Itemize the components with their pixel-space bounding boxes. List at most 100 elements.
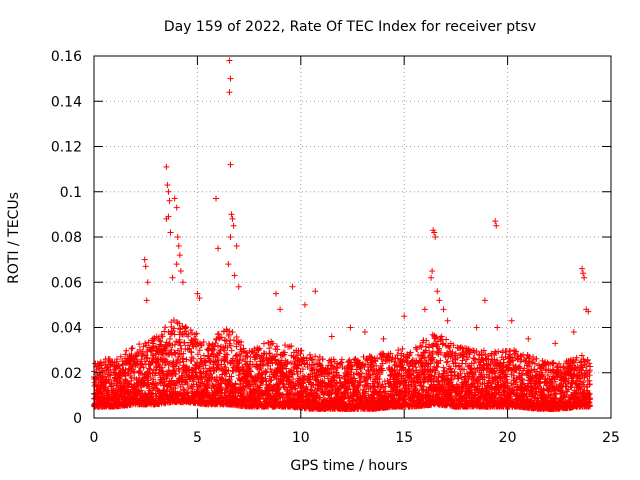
data-point (180, 362, 187, 369)
data-point (159, 333, 166, 340)
data-point (144, 355, 151, 362)
data-point (175, 354, 182, 361)
data-point (193, 330, 200, 337)
data-point (150, 376, 157, 383)
data-point (218, 380, 225, 387)
data-point (211, 346, 218, 353)
data-point (140, 364, 147, 371)
data-point (399, 345, 406, 352)
data-point (106, 356, 113, 363)
data-point (180, 386, 187, 393)
data-point (186, 345, 193, 352)
data-point (172, 382, 179, 389)
data-point (260, 361, 267, 368)
data-point (216, 350, 223, 357)
data-point (228, 347, 235, 354)
data-point (173, 361, 180, 368)
data-point (140, 343, 147, 350)
data-point (174, 347, 181, 354)
data-point (190, 355, 197, 362)
data-point (162, 324, 169, 331)
data-point (142, 352, 149, 359)
data-point (183, 356, 190, 363)
data-point (199, 380, 206, 387)
data-point (260, 340, 267, 347)
grid-lines (94, 56, 611, 418)
data-point (214, 342, 221, 349)
data-point (193, 372, 200, 379)
data-point (152, 372, 159, 379)
data-point (197, 342, 204, 349)
data-point (180, 350, 187, 357)
data-point (204, 384, 211, 391)
data-point (192, 336, 199, 343)
data-point (137, 370, 144, 377)
data-point (233, 333, 240, 340)
x-axis-label: GPS time / hours (290, 458, 407, 474)
data-point (208, 370, 215, 377)
data-point (443, 336, 450, 343)
data-point (155, 360, 162, 367)
data-point (176, 368, 183, 375)
data-point (194, 351, 201, 358)
data-point (132, 362, 139, 369)
data-point (145, 371, 152, 378)
data-point (129, 345, 136, 352)
data-point (218, 386, 225, 393)
data-point (146, 365, 153, 372)
data-point (185, 331, 192, 338)
data-point (158, 364, 165, 371)
data-point (130, 368, 137, 375)
data-point (131, 369, 138, 376)
data-point (417, 342, 424, 349)
data-point (166, 335, 173, 342)
data-point (170, 328, 177, 335)
data-point (158, 342, 165, 349)
data-point (145, 339, 152, 346)
data-point (135, 351, 142, 358)
data-point (187, 327, 194, 334)
data-point (116, 362, 123, 369)
data-point (214, 376, 221, 383)
data-point (120, 361, 127, 368)
data-point (234, 338, 241, 345)
data-point (173, 338, 180, 345)
data-point (117, 353, 124, 360)
data-point (202, 362, 209, 369)
data-point (288, 342, 295, 349)
data-point (101, 384, 108, 391)
data-point (184, 380, 191, 387)
data-point (298, 347, 305, 354)
data-point (181, 339, 188, 346)
data-point (213, 336, 220, 343)
data-point (197, 355, 204, 362)
data-point (214, 362, 221, 369)
data-point (122, 351, 129, 358)
data-point (206, 380, 213, 387)
data-point (177, 342, 184, 349)
data-point (172, 370, 179, 377)
data-point (196, 347, 203, 354)
data-point (170, 325, 177, 332)
data-point (200, 338, 207, 345)
data-point (123, 347, 130, 354)
data-point (136, 341, 143, 348)
data-point (220, 399, 227, 406)
data-points (91, 57, 594, 412)
data-point (170, 317, 177, 324)
data-point (176, 338, 183, 345)
data-point (183, 324, 190, 331)
data-point (153, 382, 160, 389)
data-point (218, 334, 225, 341)
data-point (443, 359, 450, 366)
data-point (171, 341, 178, 348)
data-point (114, 356, 121, 363)
data-point (128, 345, 135, 352)
data-point (395, 347, 402, 354)
data-point (188, 354, 195, 361)
data-point (136, 369, 143, 376)
data-point (177, 326, 184, 333)
chart-title: Day 159 of 2022, Rate Of TEC Index for r… (164, 19, 536, 35)
data-point (177, 359, 184, 366)
